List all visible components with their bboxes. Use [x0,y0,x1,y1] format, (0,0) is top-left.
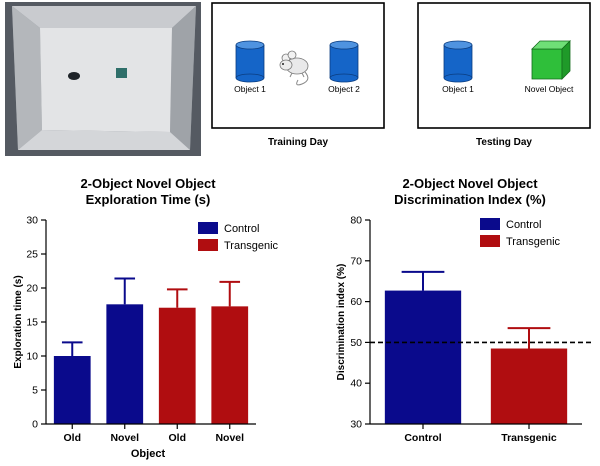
testing-object-1-label: Object 1 [442,84,474,94]
testing-novel-object-label: Novel Object [525,84,574,94]
y-tick-label: 20 [26,283,38,295]
testing-panel: Object 1 Novel Object [417,2,591,129]
bar [53,356,91,424]
chart2-title: 2-Object Novel Object [402,176,538,191]
arena-object-right [116,68,127,78]
training-object-1-label: Object 1 [234,84,266,94]
y-tick-label: 80 [350,215,362,227]
y-tick-label: 30 [26,215,38,227]
arena-object-left [68,72,80,80]
legend-label: Control [224,223,259,235]
legend-swatch [480,218,500,230]
x-tick-label: Novel [215,432,244,444]
chart1-bars [53,277,249,424]
y-tick-label: 25 [26,249,38,261]
chart1-legend: Control Transgenic [198,222,279,252]
y-tick-label: 30 [350,419,362,431]
legend-label: Transgenic [506,236,561,248]
legend-swatch [480,235,500,247]
testing-caption: Testing Day [476,137,532,148]
chart2-subtitle: Discrimination Index (%) [394,192,546,207]
discrimination-chart: 2-Object Novel Object Discrimination Ind… [336,176,592,444]
chart2-y-axis: 30 40 50 60 70 80 [350,215,371,431]
cylinder-icon [235,40,265,83]
arena-photo [5,2,201,156]
mouse-icon [279,50,309,86]
chart2-legend: Control Transgenic [480,218,561,248]
cylinder-icon [329,40,359,83]
y-tick-label: 70 [350,255,362,267]
x-tick-label: Novel [110,432,139,444]
x-tick-label: Transgenic [501,432,557,444]
legend-swatch [198,239,218,251]
training-panel: Object 1 Object 2 [211,2,385,129]
chart1-x-axis: Old Novel Old Novel [46,423,256,444]
chart1-xlabel: Object [131,448,166,460]
bar [384,290,462,424]
legend-swatch [198,222,218,234]
y-tick-label: 60 [350,296,362,308]
legend-label: Transgenic [224,240,279,252]
y-tick-label: 5 [32,385,38,397]
cylinder-icon [443,40,473,83]
chart2-x-axis: Control Transgenic [370,423,582,444]
x-tick-label: Control [404,432,441,444]
y-tick-label: 0 [32,419,38,431]
bar [158,307,196,424]
exploration-chart: 2-Object Novel Object Exploration Time (… [13,176,279,460]
training-object-2-label: Object 2 [328,84,360,94]
y-tick-label: 40 [350,378,362,390]
x-tick-label: Old [64,432,82,444]
chart1-ylabel: Exploration time (s) [13,275,24,368]
legend-label: Control [506,219,541,231]
y-tick-label: 10 [26,351,38,363]
y-tick-label: 50 [350,337,362,349]
chart1-title: 2-Object Novel Object [80,176,216,191]
training-caption: Training Day [268,137,328,148]
bar [106,304,144,424]
bar [490,348,568,424]
cube-icon [531,40,571,80]
chart2-bars [370,270,592,424]
chart2-ylabel: Discrimination index (%) [336,264,347,381]
chart1-y-axis: 0 5 10 15 20 25 30 [26,215,47,431]
x-tick-label: Old [169,432,187,444]
bar [211,306,249,424]
y-tick-label: 15 [26,317,38,329]
chart1-subtitle: Exploration Time (s) [86,192,211,207]
